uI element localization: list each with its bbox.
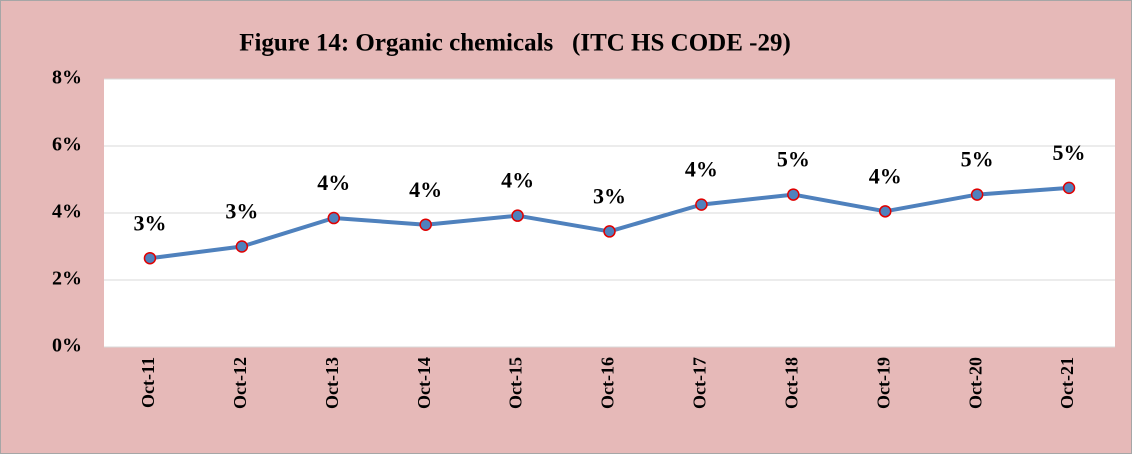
marker <box>419 218 432 231</box>
y-tick-label: 0% <box>52 335 82 357</box>
data-label: 3% <box>593 183 626 208</box>
x-tick-label: Oct-16 <box>598 357 618 409</box>
marker <box>327 211 341 225</box>
x-tick-label: Oct-20 <box>965 357 985 409</box>
data-label: 4% <box>317 170 350 195</box>
data-label: 4% <box>869 163 902 188</box>
marker <box>1062 181 1076 195</box>
y-tick-label: 2% <box>52 268 82 290</box>
x-tick-label: Oct-12 <box>230 357 250 409</box>
chart-title: Figure 14: Organic chemicals (ITC HS COD… <box>239 30 791 57</box>
x-tick-label: Oct-15 <box>506 357 526 409</box>
x-tick-label: Oct-21 <box>1057 357 1077 409</box>
x-tick-label: Oct-11 <box>138 357 158 408</box>
marker <box>787 188 800 201</box>
marker <box>970 188 984 201</box>
data-label: 4% <box>685 157 718 182</box>
x-tick-label: Oct-13 <box>322 357 342 409</box>
marker <box>143 251 157 265</box>
marker <box>695 198 708 211</box>
y-tick-label: 4% <box>52 201 82 223</box>
x-tick-label: Oct-19 <box>873 357 893 409</box>
y-tick-label: 6% <box>52 134 82 156</box>
data-label: 5% <box>777 147 810 172</box>
data-label: 4% <box>409 177 442 202</box>
x-tick-label: Oct-14 <box>414 357 434 409</box>
marker <box>878 205 892 218</box>
data-label: 5% <box>1053 140 1086 165</box>
x-tick-label: Oct-18 <box>781 357 801 409</box>
data-label: 5% <box>961 147 994 172</box>
marker <box>603 225 616 238</box>
data-label: 4% <box>501 168 534 193</box>
marker <box>235 240 249 253</box>
x-tick-label: Oct-17 <box>690 357 710 409</box>
data-label: 3% <box>225 199 258 224</box>
y-tick-label: 8% <box>52 67 82 89</box>
data-label: 3% <box>133 210 166 235</box>
marker <box>511 209 524 222</box>
